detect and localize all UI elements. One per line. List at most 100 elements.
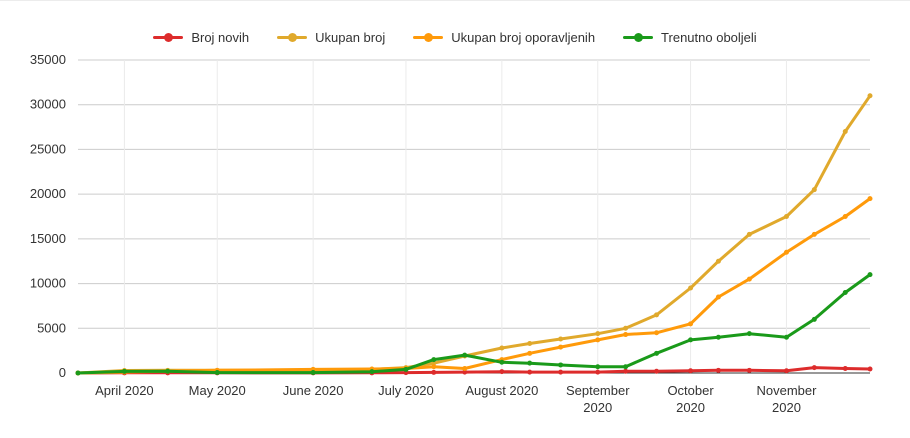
data-point <box>462 352 468 358</box>
data-point <box>403 366 409 372</box>
legend-item-broj-novih[interactable]: Broj novih <box>153 30 249 45</box>
legend-item-ukupan-broj-oporavljenih[interactable]: Ukupan broj oporavljenih <box>413 30 595 45</box>
data-point <box>431 364 437 370</box>
data-point <box>310 370 316 376</box>
data-point <box>746 331 752 337</box>
data-point <box>499 359 505 365</box>
legend-marker-icon <box>153 33 184 42</box>
data-point <box>595 337 601 343</box>
legend-label: Broj novih <box>191 30 250 45</box>
data-point <box>783 249 789 255</box>
x-tick-label: 2020 <box>772 400 801 415</box>
data-point <box>623 332 629 338</box>
data-point <box>842 290 848 296</box>
legend-marker-icon <box>623 33 654 42</box>
data-point <box>431 369 437 375</box>
data-point <box>595 369 601 375</box>
x-tick-label: November <box>756 383 817 398</box>
data-point <box>811 187 817 193</box>
data-point <box>214 370 220 376</box>
x-tick-label: August 2020 <box>465 383 538 398</box>
series-line <box>76 273 872 375</box>
data-point <box>558 369 564 375</box>
data-point <box>462 366 468 372</box>
legend-item-trenutno-oboljeli[interactable]: Trenutno oboljeli <box>623 30 757 45</box>
x-tick-label: June 2020 <box>283 383 344 398</box>
data-point <box>783 214 789 219</box>
data-point <box>654 312 660 318</box>
data-point <box>558 336 564 342</box>
data-point <box>623 364 629 370</box>
x-tick-label: May 2020 <box>189 383 246 398</box>
x-tick-label: July 2020 <box>378 383 434 398</box>
data-point <box>842 214 848 219</box>
data-point <box>527 340 533 346</box>
legend-item-ukupan-broj[interactable]: Ukupan broj <box>277 30 385 45</box>
data-point <box>431 360 437 366</box>
data-point <box>867 196 873 202</box>
legend-marker-icon <box>277 33 308 42</box>
data-point <box>688 321 694 327</box>
data-point <box>595 364 601 370</box>
top-divider <box>0 0 910 1</box>
data-point <box>121 368 127 374</box>
y-tick-label: 35000 <box>30 52 66 67</box>
data-point <box>688 285 694 291</box>
data-point <box>623 325 629 331</box>
legend-marker-icon <box>413 33 444 42</box>
y-tick-label: 10000 <box>30 276 66 291</box>
data-point <box>746 276 752 282</box>
data-point <box>715 294 721 300</box>
x-tick-label: April 2020 <box>95 383 154 398</box>
y-tick-label: 30000 <box>30 97 66 112</box>
data-point <box>715 334 721 340</box>
data-point <box>654 330 660 336</box>
data-point <box>867 272 873 278</box>
data-point <box>688 368 694 374</box>
data-point <box>462 369 468 375</box>
y-tick-label: 25000 <box>30 141 66 156</box>
data-point <box>623 368 629 374</box>
x-tick-label: September <box>566 383 630 398</box>
chart-legend: Broj novih Ukupan broj Ukupan broj opora… <box>0 30 910 45</box>
data-point <box>595 331 601 337</box>
data-point <box>783 334 789 340</box>
legend-label: Ukupan broj oporavljenih <box>451 30 596 45</box>
data-point <box>842 366 848 372</box>
y-tick-label: 20000 <box>30 186 66 201</box>
data-point <box>558 344 564 350</box>
data-point <box>783 368 789 374</box>
y-tick-label: 5000 <box>37 320 66 335</box>
data-point <box>867 366 873 372</box>
data-point <box>527 360 533 366</box>
data-point <box>558 362 564 368</box>
data-point <box>688 337 694 343</box>
data-point <box>746 231 752 237</box>
data-point <box>715 258 721 264</box>
data-point <box>867 93 873 99</box>
data-point <box>654 368 660 374</box>
data-point <box>431 357 437 363</box>
data-point <box>811 365 817 371</box>
data-point <box>811 231 817 237</box>
data-point <box>527 369 533 375</box>
data-point <box>499 345 505 351</box>
y-tick-label: 0 <box>59 365 66 380</box>
data-point <box>811 316 817 322</box>
data-point <box>165 368 171 374</box>
x-tick-label: 2020 <box>583 400 612 415</box>
data-point <box>842 129 848 135</box>
legend-label: Ukupan broj <box>315 30 386 45</box>
series-line <box>76 197 872 375</box>
y-tick-label: 15000 <box>30 231 66 246</box>
data-point <box>527 350 533 356</box>
data-point <box>746 367 752 373</box>
legend-label: Trenutno oboljeli <box>661 30 757 45</box>
data-point <box>369 369 375 375</box>
data-point <box>75 370 81 376</box>
data-point <box>715 367 721 373</box>
x-tick-label: 2020 <box>676 400 705 415</box>
data-point <box>499 369 505 375</box>
